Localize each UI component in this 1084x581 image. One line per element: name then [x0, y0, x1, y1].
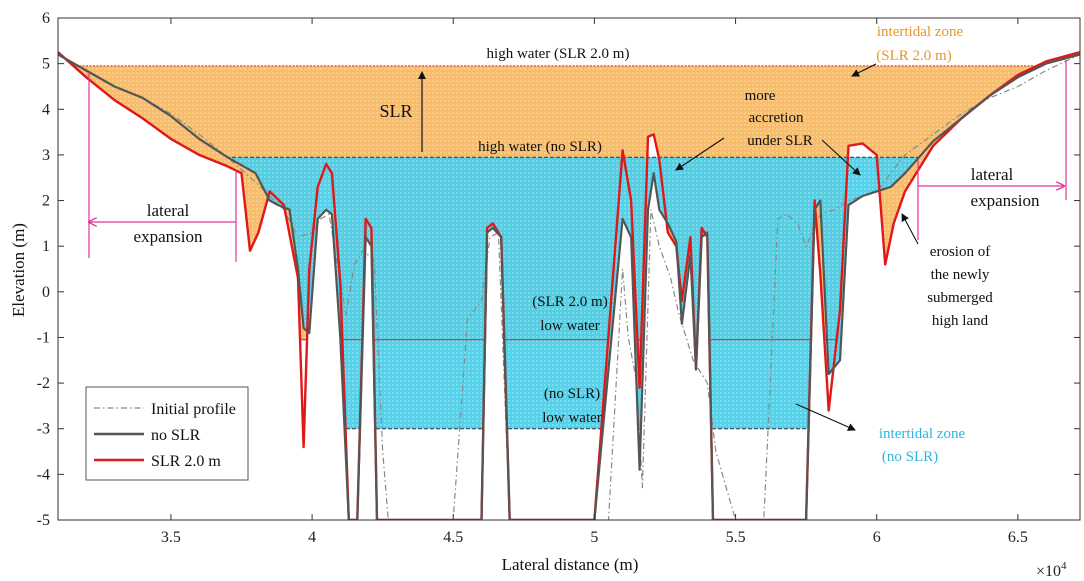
y-tick-label: -5: [37, 512, 50, 529]
label-erosion-1: erosion of: [930, 244, 990, 260]
y-tick-label: 2: [42, 193, 50, 210]
label-more-1: more: [745, 88, 776, 104]
x-tick-label: 6: [873, 529, 881, 546]
label-high-water-slr: high water (SLR 2.0 m): [487, 46, 630, 62]
label-intertidal-slr-2: (SLR 2.0 m): [876, 48, 951, 64]
y-tick-label: -1: [37, 329, 50, 346]
y-tick-label: 5: [42, 56, 50, 73]
intertidal-slr-arrow: [851, 63, 877, 77]
y-tick-label: 0: [42, 284, 50, 301]
intertidal-fills: [58, 65, 1080, 429]
label-high-water-no-slr: high water (no SLR): [478, 139, 602, 155]
intertidal-no-slr-arrow: [795, 403, 856, 431]
label-low-water-noslr-2: low water: [542, 410, 602, 426]
label-intertidal-slr-1: intertidal zone: [877, 24, 964, 40]
label-slr: SLR: [379, 101, 412, 121]
y-axis-label: Elevation (m): [9, 223, 28, 317]
label-erosion-2: the newly: [931, 267, 990, 283]
y-tick-label: -3: [37, 421, 50, 438]
label-lateral-right-1: lateral: [971, 165, 1014, 184]
x-tick-label: 5.5: [726, 529, 746, 546]
legend-label-no-slr: no SLR: [151, 427, 201, 444]
plot-frame: [57, 17, 1081, 521]
label-erosion-4: high land: [932, 313, 989, 329]
label-intertidal-noslr-2: (no SLR): [882, 449, 938, 465]
x-axis-label: Lateral distance (m): [502, 555, 639, 574]
label-low-water-slr-1: (SLR 2.0 m): [532, 294, 607, 310]
series-lines: [58, 51, 1080, 520]
label-more-2: accretion: [749, 110, 804, 126]
x-tick-label: 5: [590, 529, 598, 546]
series-no-slr: [58, 53, 1080, 520]
label-lateral-right-2: expansion: [971, 191, 1040, 210]
annotation-arrows: [89, 60, 1067, 431]
accretion-arrow-right: [821, 139, 861, 176]
series-slr: [58, 51, 1080, 520]
x-tick-label: 4: [308, 529, 316, 546]
y-tick-label: 6: [42, 10, 50, 27]
axis-ticks: 3.5 4 4.5 5 5.5 6 6.5 -5 -4 -3 -2 -1 0 1 2 3 4 5 6: [37, 10, 1080, 546]
accretion-arrow-left: [675, 137, 725, 171]
erosion-arrow: [901, 213, 919, 245]
label-erosion-3: submerged: [927, 290, 993, 306]
label-intertidal-noslr-1: intertidal zone: [879, 426, 966, 442]
y-tick-label: 3: [42, 147, 50, 164]
legend: Initial profile no SLR SLR 2.0 m: [85, 386, 249, 481]
y-tick-label: -4: [37, 466, 50, 483]
label-lateral-left-2: expansion: [134, 227, 203, 246]
label-low-water-slr-2: low water: [540, 318, 600, 334]
label-lateral-left-1: lateral: [147, 201, 190, 220]
x-tick-label: 6.5: [1008, 529, 1028, 546]
x-multiplier-label: ×104: [1036, 560, 1067, 580]
legend-label-initial: Initial profile: [151, 401, 236, 418]
y-tick-label: 4: [42, 101, 50, 118]
x-tick-label: 3.5: [161, 529, 181, 546]
legend-label-slr: SLR 2.0 m: [151, 453, 221, 470]
y-tick-label: -2: [37, 375, 50, 392]
label-more-3: under SLR: [747, 133, 812, 149]
x-tick-label: 4.5: [443, 529, 463, 546]
annotations: high water (SLR 2.0 m) high water (no SL…: [134, 24, 1040, 465]
y-tick-label: 1: [42, 238, 50, 255]
label-low-water-noslr-1: (no SLR): [544, 386, 600, 402]
